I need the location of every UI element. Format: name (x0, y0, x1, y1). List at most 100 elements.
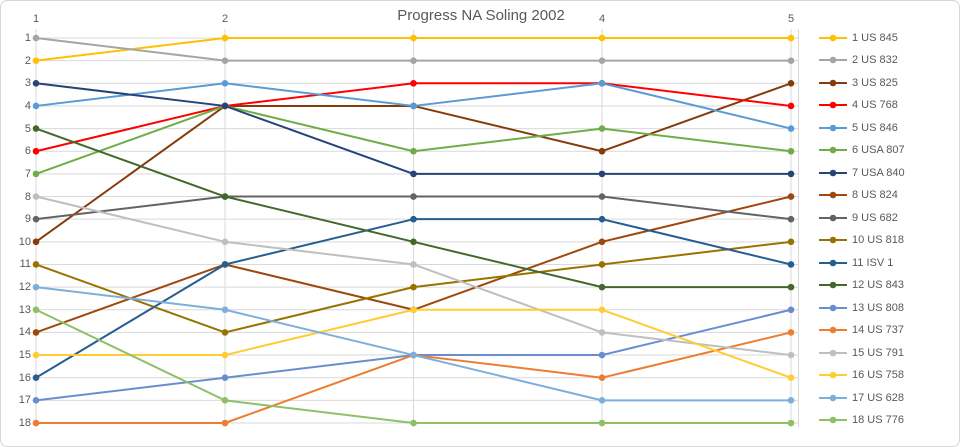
data-point (787, 397, 795, 404)
data-point (598, 79, 606, 87)
y-tick-label: 2 (24, 54, 31, 67)
legend-marker-icon (819, 124, 847, 131)
data-point (410, 261, 417, 268)
data-point (787, 238, 795, 246)
legend-item: 11 ISV 1 (819, 255, 893, 271)
legend-item: 1 US 845 (819, 30, 898, 46)
legend-label: 14 US 737 (852, 324, 904, 337)
data-point (787, 79, 795, 87)
legend-item: 9 US 682 (819, 210, 898, 226)
y-tick-label: 17 (18, 394, 31, 407)
legend-label: 9 US 682 (852, 211, 898, 224)
data-point (598, 193, 606, 200)
y-tick-label: 3 (24, 77, 31, 90)
data-point (787, 283, 795, 291)
y-tick-label: 16 (18, 371, 31, 384)
data-point (410, 102, 417, 110)
data-point (32, 397, 40, 404)
legend-label: 17 US 628 (852, 391, 904, 404)
data-point (598, 170, 606, 178)
data-point (598, 306, 606, 314)
data-point (410, 193, 417, 200)
data-point (787, 261, 795, 268)
legend-label: 10 US 818 (852, 234, 904, 247)
data-point (787, 374, 795, 382)
y-tick-label: 6 (24, 145, 31, 158)
y-tick-label: 14 (18, 326, 31, 339)
data-point (410, 34, 417, 42)
legend-label: 16 US 758 (852, 369, 904, 382)
legend-label: 13 US 808 (852, 301, 904, 314)
y-tick-label: 5 (24, 122, 31, 135)
legend-marker-icon (819, 416, 847, 424)
legend-item: 17 US 628 (819, 390, 904, 406)
data-point (410, 238, 417, 246)
data-point (410, 57, 417, 64)
y-tick-label: 12 (18, 281, 31, 294)
data-point (787, 34, 795, 42)
y-tick-label: 8 (24, 190, 31, 203)
data-point (221, 329, 229, 336)
data-point (32, 283, 40, 291)
legend-marker-icon (819, 326, 847, 334)
legend-label: 15 US 791 (852, 346, 904, 359)
data-point (410, 170, 417, 178)
data-point (598, 283, 606, 291)
legend-item: 7 USA 840 (819, 165, 905, 181)
y-tick-label: 7 (24, 167, 31, 180)
legend-item: 10 US 818 (819, 232, 904, 248)
legend-item: 18 US 776 (819, 412, 904, 428)
x-tick-label: 2 (221, 13, 229, 25)
data-point (410, 351, 417, 359)
data-point (32, 329, 40, 336)
legend-item: 12 US 843 (819, 277, 904, 293)
data-point (221, 374, 229, 382)
y-tick-label: 11 (19, 258, 31, 271)
data-point (221, 238, 229, 246)
legend-marker-icon (819, 236, 847, 244)
data-point (32, 79, 40, 87)
data-point (598, 351, 606, 359)
data-point (221, 397, 229, 404)
data-point (221, 306, 229, 314)
legend-item: 16 US 758 (819, 367, 904, 383)
y-tick-label: 4 (24, 99, 31, 112)
x-tick-label: 4 (598, 13, 606, 25)
y-tick-label: 15 (18, 349, 31, 362)
data-point (32, 238, 40, 246)
legend-item: 5 US 846 (819, 120, 898, 136)
x-tick-label: 1 (32, 13, 40, 25)
data-point (32, 306, 40, 314)
data-point (221, 57, 229, 64)
y-tick-label: 18 (18, 416, 31, 429)
data-point (32, 57, 40, 64)
legend-marker-icon (819, 349, 847, 356)
data-point (221, 351, 229, 359)
legend-label: 18 US 776 (852, 414, 904, 427)
data-point (787, 351, 795, 359)
legend-label: 2 US 832 (852, 54, 898, 67)
legend-marker-icon (819, 79, 847, 86)
data-point (32, 147, 40, 155)
data-point (32, 34, 40, 42)
legend-marker-icon (819, 214, 847, 221)
y-tick-label: 9 (24, 213, 31, 226)
legend-marker-icon (819, 169, 847, 176)
data-point (32, 193, 40, 200)
legend-label: 5 US 846 (852, 121, 898, 134)
legend-label: 1 US 845 (852, 31, 898, 44)
data-point (787, 306, 795, 314)
data-point (32, 215, 40, 223)
data-point (32, 170, 40, 178)
legend-item: 2 US 832 (819, 52, 898, 68)
data-point (32, 102, 40, 110)
legend-item: 4 US 768 (819, 97, 898, 113)
data-point (787, 170, 795, 178)
data-point (787, 57, 795, 64)
data-point (598, 125, 606, 132)
data-point (787, 147, 795, 155)
data-point (598, 374, 606, 382)
legend-label: 11 ISV 1 (852, 256, 894, 269)
